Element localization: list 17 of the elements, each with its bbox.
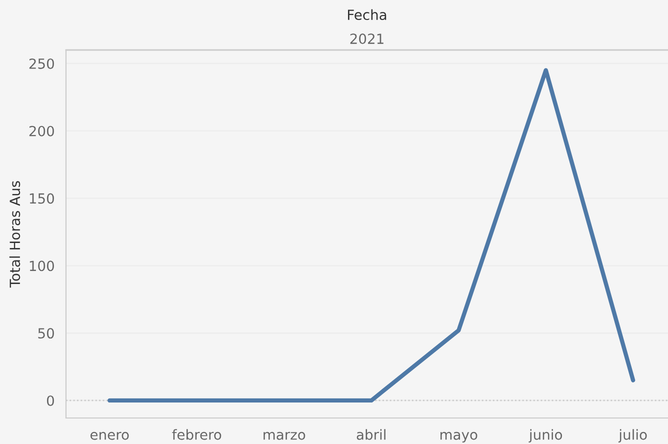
line-series (108, 68, 636, 403)
x-tick-label: enero (90, 432, 129, 440)
y-tick-label: 50 (38, 328, 54, 339)
x-tick-label: marzo (264, 432, 306, 440)
chart-subtitle: 2021 (350, 34, 384, 44)
y-tick-label: 250 (29, 58, 54, 69)
y-axis-title: Total Horas Aus (9, 181, 20, 288)
x-tick-label: abril (356, 429, 386, 440)
y-tick-label: 150 (30, 193, 54, 204)
x-tick-label: junio (528, 429, 562, 443)
chart-title: Fecha (348, 9, 386, 20)
y-tick-label: 0 (46, 395, 54, 406)
y-tick-label: 100 (30, 260, 54, 272)
x-tick-label: mayo (440, 432, 478, 443)
x-tick-label: febrero (172, 429, 222, 440)
y-tick-label: 200 (29, 126, 54, 136)
x-tick-label: julio (618, 429, 647, 443)
